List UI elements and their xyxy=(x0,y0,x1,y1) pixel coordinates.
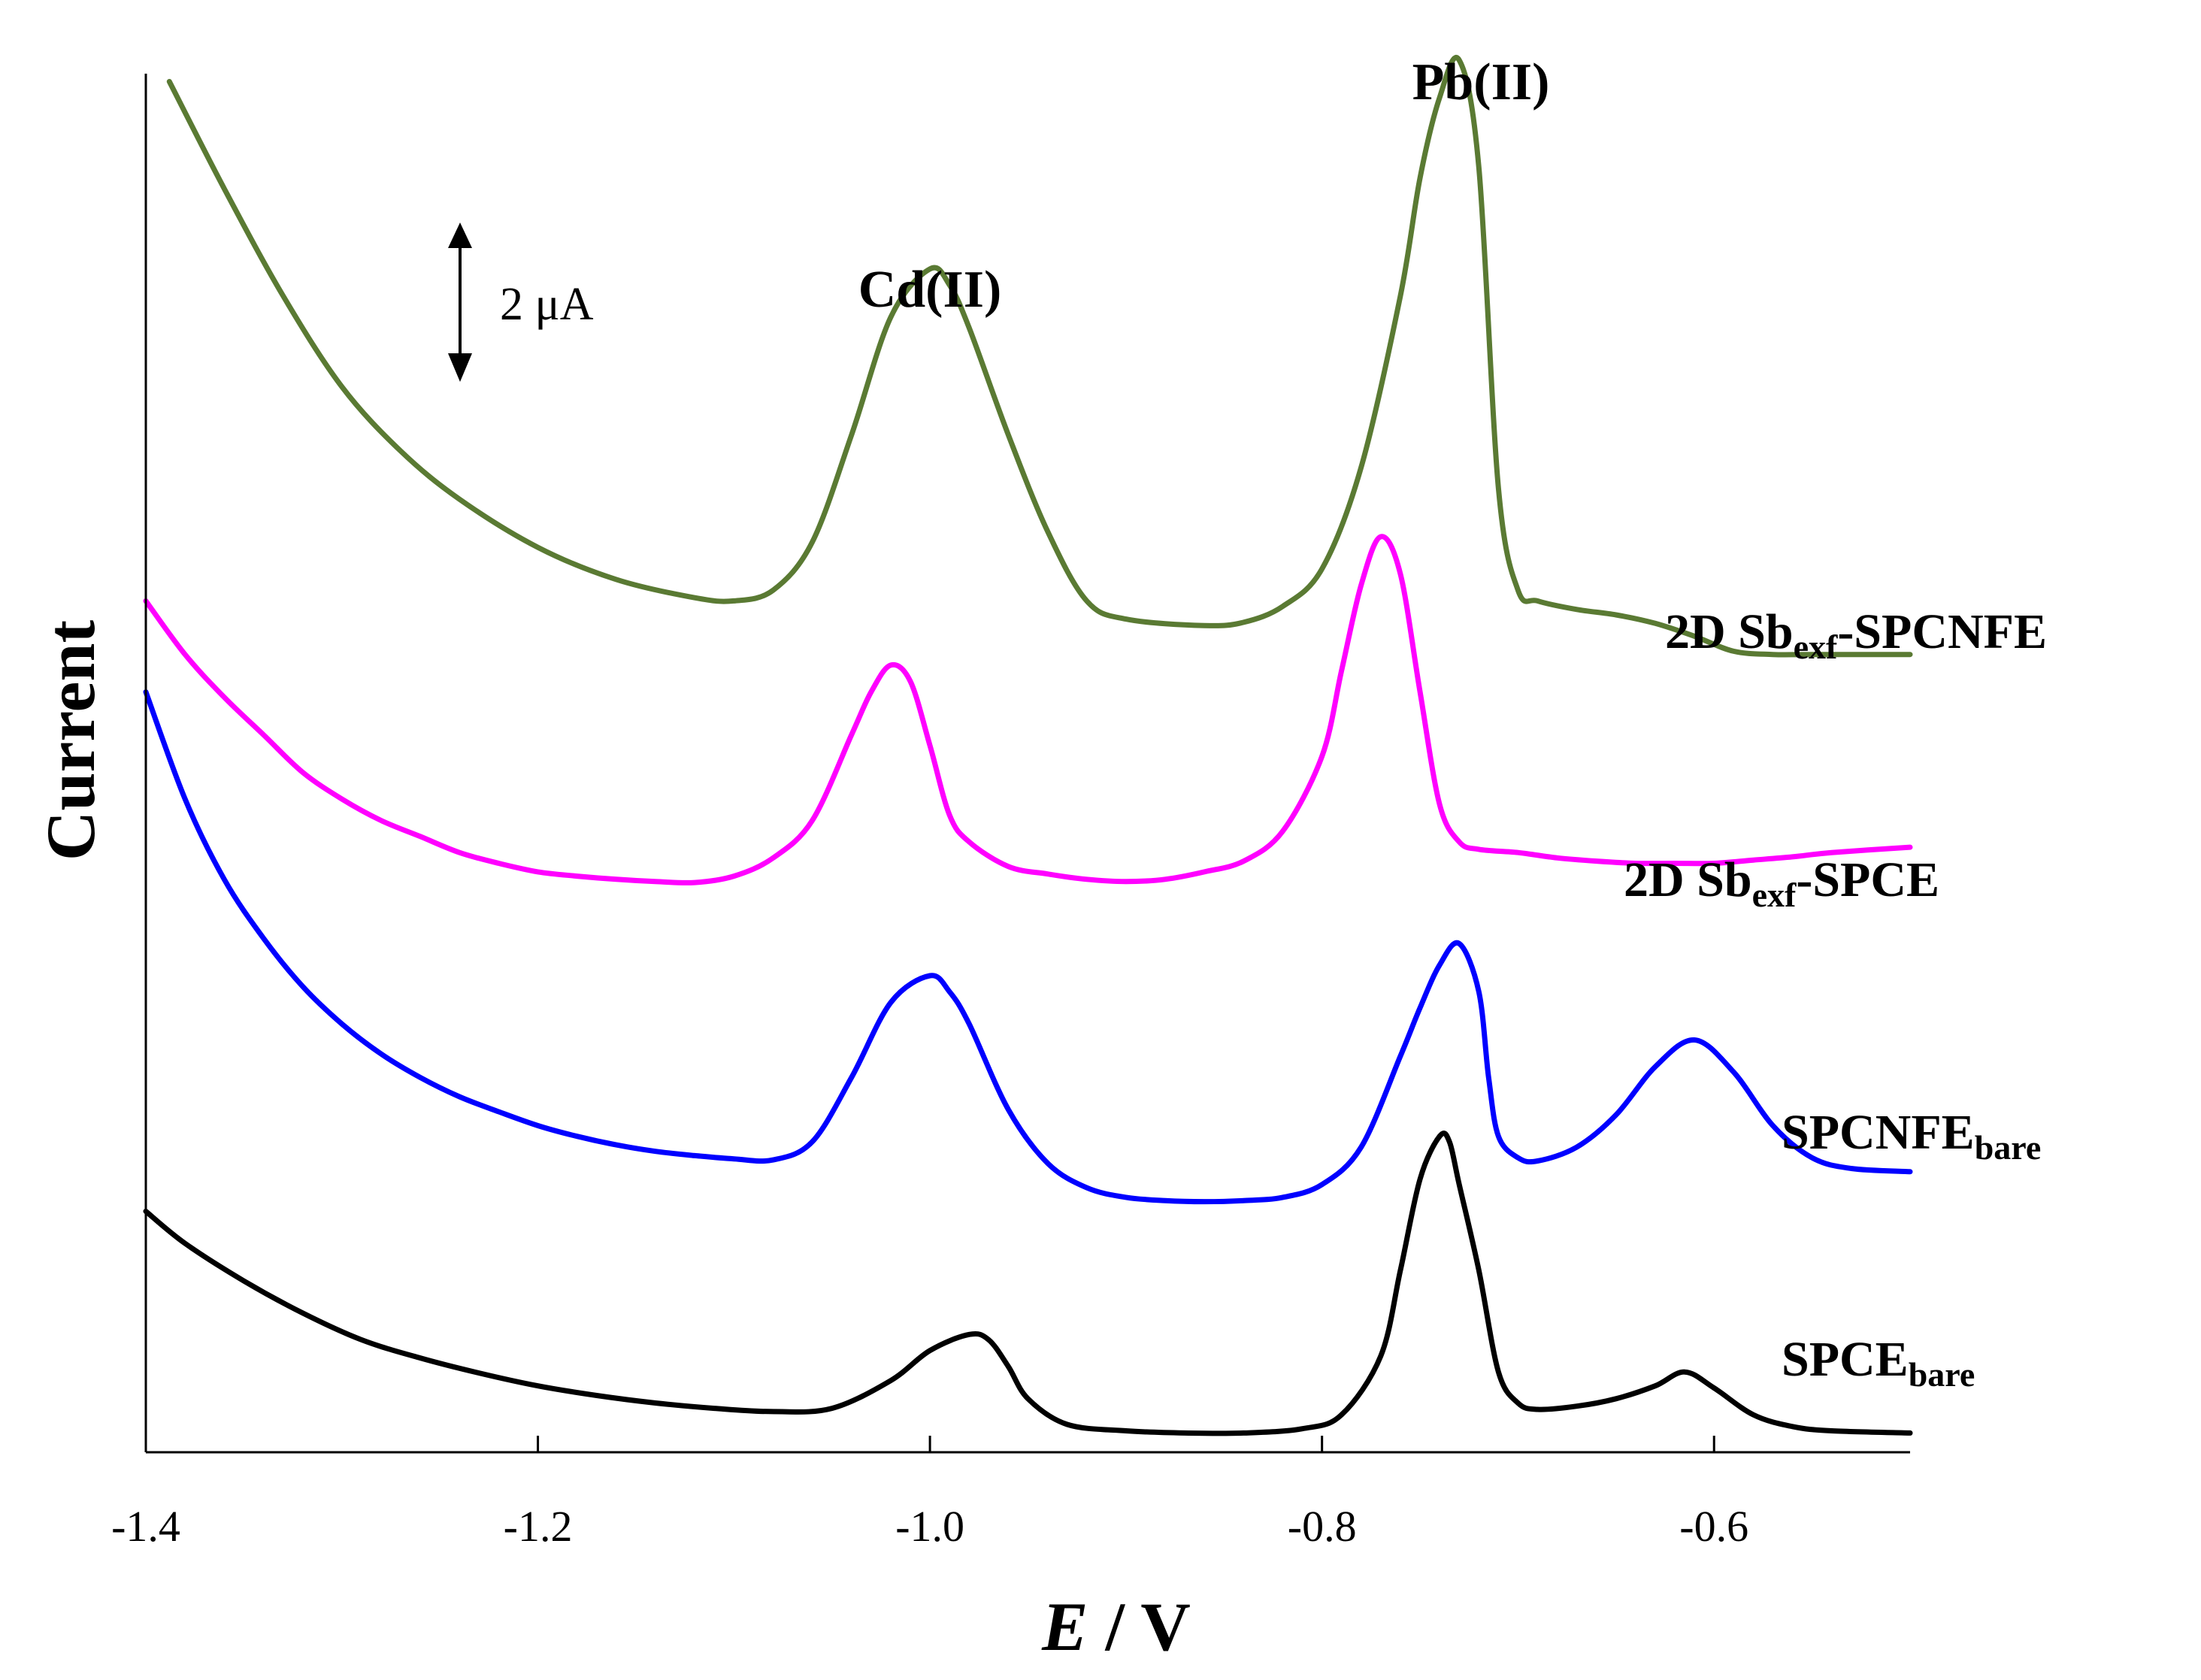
series-line-3 xyxy=(143,1131,1913,1436)
y-axis-title: Current xyxy=(32,620,109,861)
series-group xyxy=(143,55,1913,1436)
series-label-spce-bare: SPCEbare xyxy=(1782,1332,1975,1394)
x-tick-label: -1.4 xyxy=(111,1502,180,1551)
x-axis-title: E / V xyxy=(1041,1588,1191,1665)
series-line-0 xyxy=(166,55,1913,658)
x-tick-label: -1.0 xyxy=(895,1502,964,1551)
series-label-2d-sb-spcnfe: 2D Sbexf-SPCNFE xyxy=(1665,604,2047,666)
scale-bar-arrowhead-bottom xyxy=(448,353,472,382)
peak-label-cd: Cd(II) xyxy=(858,261,1002,319)
x-tick-label: -0.8 xyxy=(1288,1502,1357,1551)
series-label-2d-sb-spce: 2D Sbexf-SPCE xyxy=(1624,852,1939,914)
x-tick-label: -0.6 xyxy=(1679,1502,1748,1551)
x-ticks: -1.4 -1.2 -1.0 -0.8 -0.6 xyxy=(111,1436,1748,1551)
scale-bar-label: 2 μA xyxy=(500,279,594,330)
series-line-2 xyxy=(143,689,1913,1205)
peak-label-pb: Pb(II) xyxy=(1412,53,1550,111)
scale-bar: 2 μA xyxy=(448,222,594,382)
scale-bar-arrowhead-top xyxy=(448,222,472,248)
x-tick-label: -1.2 xyxy=(504,1502,573,1551)
series-label-spcnfe-bare: SPCNFEbare xyxy=(1782,1105,2041,1167)
series-line-1 xyxy=(143,534,1913,885)
